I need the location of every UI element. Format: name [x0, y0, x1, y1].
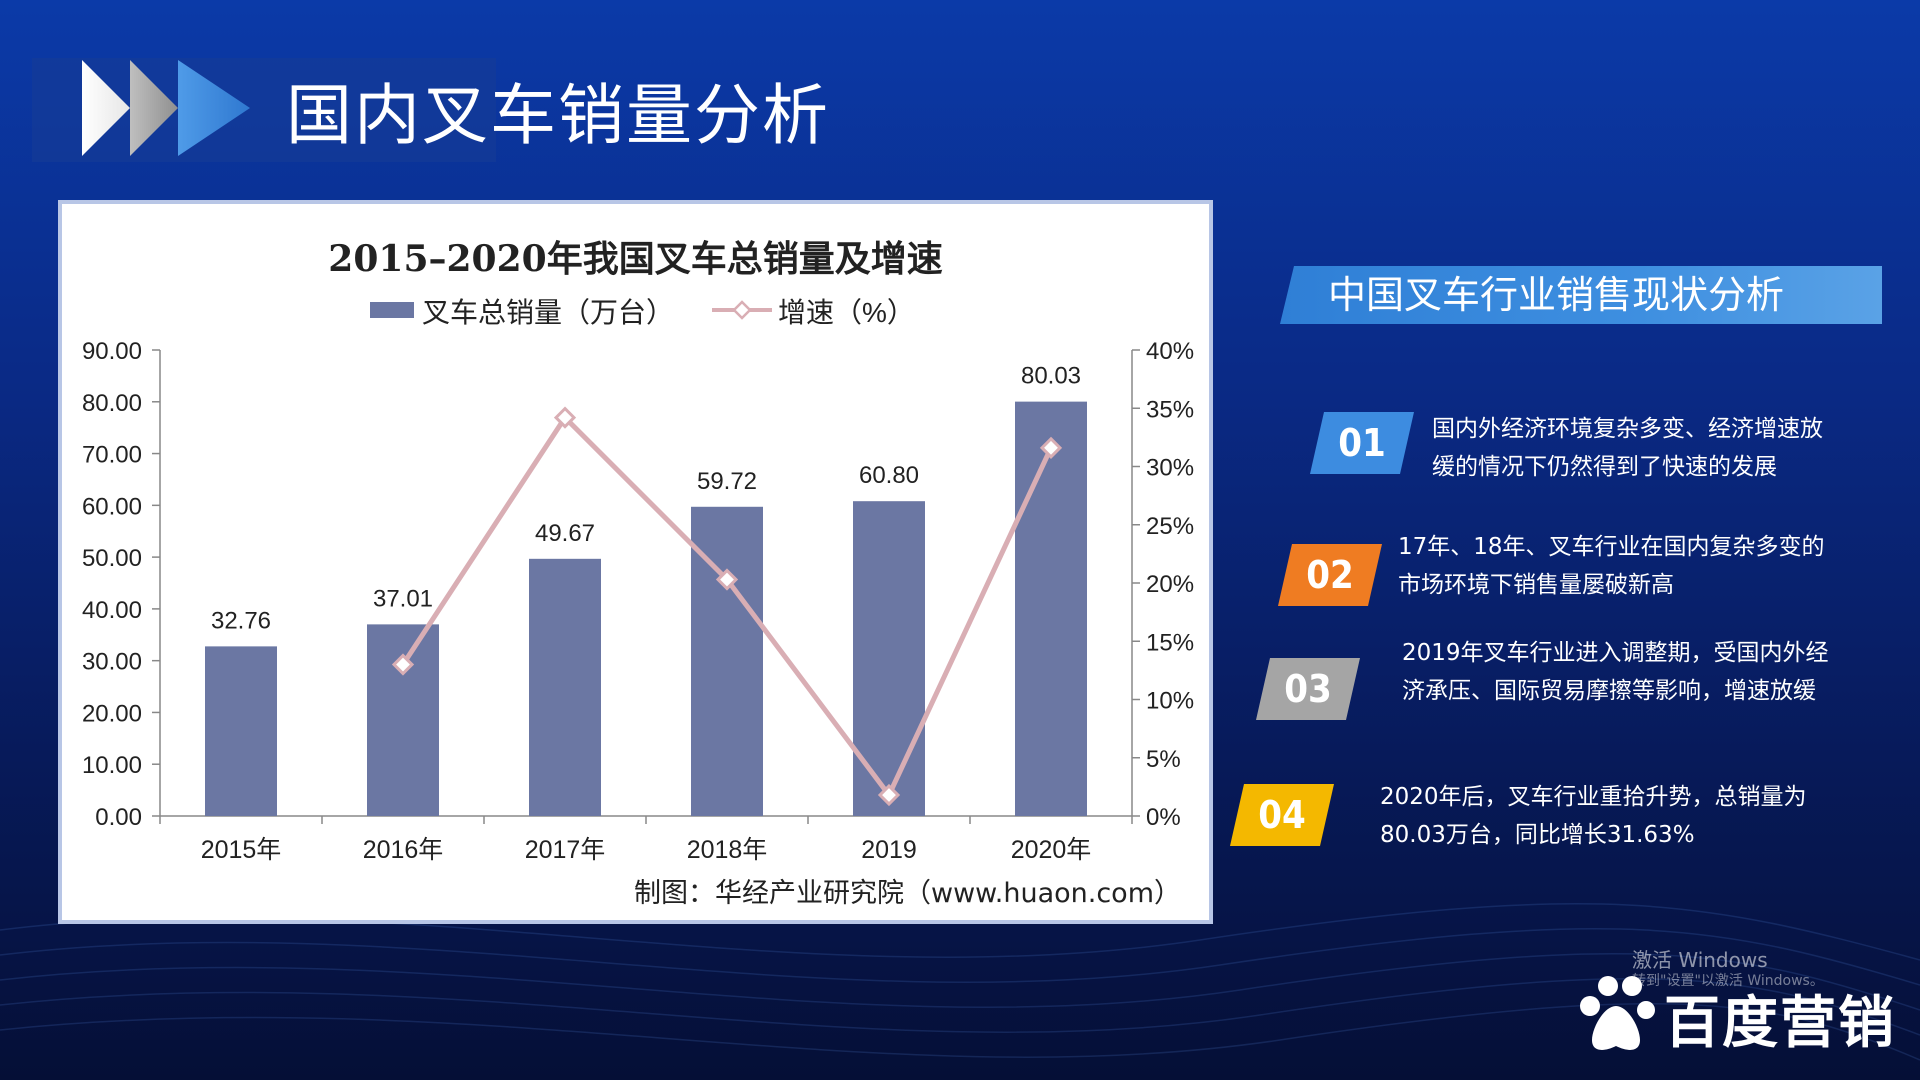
sales-bar [853, 501, 925, 816]
legend-label-sales: 叉车总销量（万台） [422, 297, 674, 328]
item-description-line: 17年、18年、叉车行业在国内复杂多变的 [1398, 534, 1825, 560]
legend-swatch-sales [370, 302, 414, 318]
chart-card: 2015–2020年我国叉车总销量及增速 0.00 10.00 20.00 30.00… [58, 200, 1213, 924]
x-axis-tick-label: 2017年 [525, 836, 606, 864]
left-axis-tick-label: 80.00 [82, 390, 142, 417]
section-title: 中国叉车行业销售现状分析 [1328, 273, 1785, 317]
bar-data-label: 60.80 [859, 462, 919, 489]
left-axis-tick-label: 20.00 [82, 700, 142, 727]
sales-bar [529, 558, 601, 816]
item-description-line: 2019年叉车行业进入调整期，受国内外经 [1402, 640, 1829, 666]
baidu-paw-icon [1580, 976, 1655, 1050]
x-axis-tick-label: 2018年 [687, 836, 768, 864]
item-description-line: 国内外经济环境复杂多变、经济增速放 [1432, 416, 1823, 442]
combo-chart: 0.00 10.00 20.00 30.00 40.00 50.00 60.00 70.00 8… [82, 297, 1194, 864]
growth-point [553, 406, 577, 429]
bar-data-label: 80.03 [1021, 363, 1081, 390]
left-axis-tick-label: 40.00 [82, 597, 142, 624]
windows-watermark: 激活 Windows [1632, 948, 1768, 972]
x-axis-tick-label: 2016年 [363, 836, 444, 864]
growth-point [715, 568, 739, 591]
windows-watermark-hint: 转到"设置"以激活 Windows。 [1632, 973, 1824, 989]
left-axis-tick-label: 70.00 [82, 442, 142, 469]
item-description-line: 济承压、国际贸易摩擦等影响，增速放缓 [1402, 678, 1816, 704]
growth-point [391, 653, 415, 676]
item-description: 17年、18年、叉车行业在国内复杂多变的 市场环境下销售量屡破新高 [1398, 528, 1825, 604]
chart-source: 制图：华经产业研究院（www.huaon.com） [634, 878, 1181, 909]
x-axis-tick-label: 2015年 [201, 836, 282, 864]
x-axis-tick-label: 2020年 [1011, 836, 1092, 864]
x-axis-tick-label: 2019 [861, 836, 917, 864]
item-number-badge: 03 [1256, 658, 1360, 720]
right-axis-tick-label: 20% [1146, 571, 1194, 598]
page-title: 国内叉车销量分析 [286, 77, 830, 154]
right-axis-tick-label: 25% [1146, 513, 1194, 540]
left-axis-tick-label: 0.00 [95, 804, 142, 831]
right-axis-tick-label: 30% [1146, 455, 1194, 482]
left-axis-tick-label: 60.00 [82, 493, 142, 520]
right-axis-tick-label: 35% [1146, 396, 1194, 423]
right-axis-tick-label: 5% [1146, 746, 1181, 773]
left-axis-tick-label: 10.00 [82, 752, 142, 779]
growth-point [1039, 436, 1063, 459]
left-axis-tick-label: 30.00 [82, 649, 142, 676]
bar-data-label: 37.01 [373, 585, 433, 612]
item-description-line: 市场环境下销售量屡破新高 [1398, 572, 1674, 598]
bar-data-label: 32.76 [211, 607, 271, 634]
item-number-badge: 04 [1230, 784, 1334, 846]
sales-bar [367, 624, 439, 816]
triple-arrow-icon [82, 60, 250, 156]
right-axis-tick-label: 10% [1146, 688, 1194, 715]
section-banner [1280, 266, 1882, 324]
bar-data-label: 49.67 [535, 520, 595, 547]
right-axis-tick-label: 0% [1146, 804, 1181, 831]
brand-name: 百度营销 [1664, 991, 1896, 1056]
right-axis-tick-label: 15% [1146, 629, 1194, 656]
chart-title: 2015–2020年我国叉车总销量及增速 [328, 238, 943, 280]
item-number-badge: 02 [1278, 544, 1382, 606]
item-number-badge: 01 [1310, 412, 1414, 474]
item-description: 2019年叉车行业进入调整期，受国内外经 济承压、国际贸易摩擦等影响，增速放缓 [1402, 634, 1829, 710]
item-description: 国内外经济环境复杂多变、经济增速放 缓的情况下仍然得到了快速的发展 [1432, 410, 1823, 486]
item-description-line: 80.03万台，同比增长31.63% [1380, 822, 1695, 848]
bar-data-label: 59.72 [697, 468, 757, 495]
sales-bar [1015, 401, 1087, 816]
left-axis-tick-label: 90.00 [82, 338, 142, 365]
sales-bar [205, 646, 277, 816]
growth-point [877, 783, 901, 807]
right-axis-tick-label: 40% [1146, 338, 1194, 365]
legend-swatch-growth-marker [732, 300, 752, 320]
left-axis-tick-label: 50.00 [82, 545, 142, 572]
item-description: 2020年后，叉车行业重拾升势，总销量为 80.03万台，同比增长31.63% [1380, 778, 1807, 854]
item-description-line: 2020年后，叉车行业重拾升势，总销量为 [1380, 784, 1807, 810]
legend-label-growth: 增速（%） [778, 297, 915, 328]
item-description-line: 缓的情况下仍然得到了快速的发展 [1432, 454, 1777, 480]
